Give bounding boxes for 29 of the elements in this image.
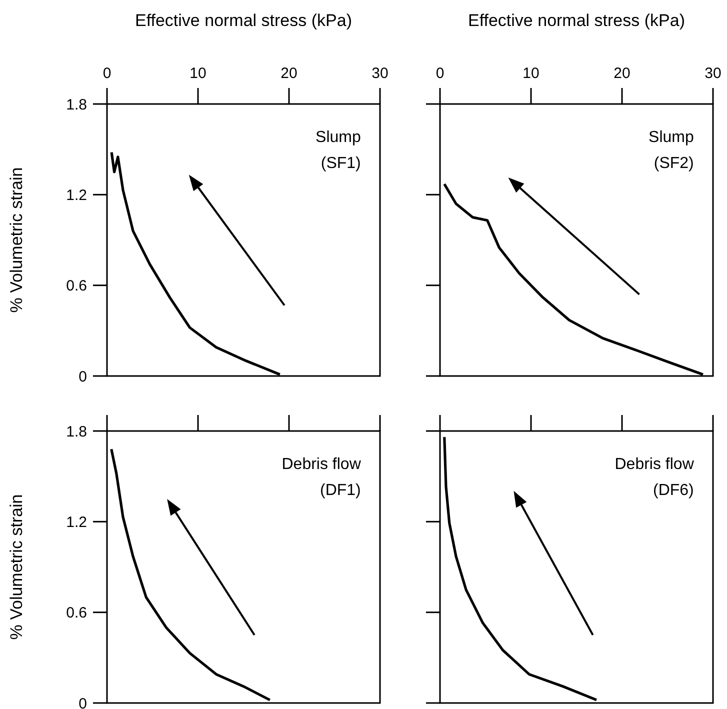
x-tick-label: 20 — [614, 65, 630, 82]
x-tick-label: 0 — [102, 65, 112, 82]
x-tick-label: 10 — [522, 65, 540, 82]
annotation: (SF2) — [654, 155, 694, 172]
x-tick-label: 10 — [190, 65, 206, 82]
annotation: Debris flow — [282, 456, 362, 474]
y-tick-label: 0.6 — [66, 278, 87, 295]
annotation: (DF6) — [653, 482, 694, 500]
y-tick-label: 1.2 — [66, 186, 87, 204]
y-tick-label: 0 — [78, 695, 87, 709]
y-tick-label: 0.6 — [66, 604, 87, 622]
line-series — [110, 448, 272, 702]
annotation: (SF1) — [320, 155, 361, 172]
y-axis-title: % Volumetric strain — [7, 167, 26, 313]
y-tick-label: 1.2 — [66, 514, 87, 531]
y-tick-label: 1.8 — [66, 96, 87, 114]
annotation: (DF1) — [320, 482, 361, 500]
x-tick-label: 20 — [280, 65, 298, 82]
x-tick-label: 30 — [704, 65, 722, 82]
x-tick-label: 30 — [372, 65, 388, 82]
y-axis-title: % Volumetric strain — [7, 494, 26, 640]
x-axis-title: Effective normal stress (kPa) — [468, 10, 685, 30]
annotation: Slump — [648, 129, 694, 146]
y-tick-label: 0 — [78, 368, 87, 386]
annotation: Debris flow — [614, 456, 694, 474]
annotation: Slump — [316, 129, 361, 146]
x-tick-label: 0 — [436, 65, 444, 82]
y-tick-label: 1.8 — [66, 423, 87, 440]
x-axis-title: Effective normal stress (kPa) — [135, 10, 352, 30]
